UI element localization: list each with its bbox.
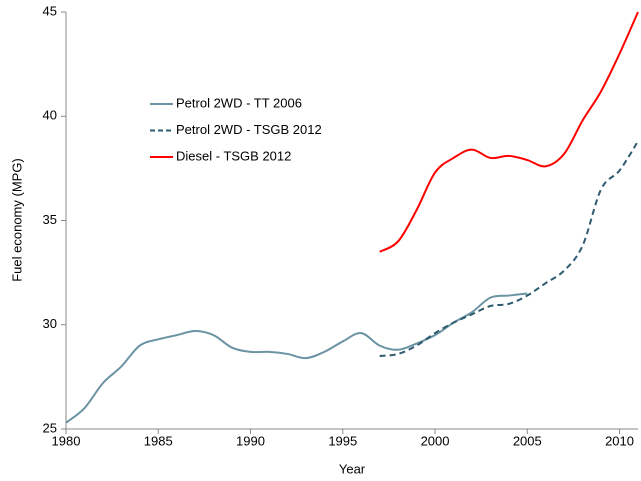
x-tick-label: 2010 [605,433,634,448]
x-tick-label: 1980 [52,433,81,448]
y-tick-label: 40 [43,108,57,123]
y-tick-label: 45 [43,3,57,18]
x-tick-label: 1985 [144,433,173,448]
x-axis-title: Year [339,461,366,476]
series-line [379,11,639,253]
x-tick-label: 1995 [328,433,357,448]
series-line [379,140,639,358]
x-tick-label: 1990 [236,433,265,448]
y-tick-label: 30 [43,316,57,331]
legend-label: Petrol 2WD - TT 2006 [176,95,302,110]
legend-label: Petrol 2WD - TSGB 2012 [176,122,322,137]
legend-label: Diesel - TSGB 2012 [176,148,291,163]
x-tick-label: 2005 [513,433,542,448]
y-tick-label: 25 [43,420,57,435]
series-line [65,292,528,424]
x-tick-label: 2000 [421,433,450,448]
y-axis-title: Fuel economy (MPG) [9,158,24,282]
y-tick-label: 35 [43,212,57,227]
